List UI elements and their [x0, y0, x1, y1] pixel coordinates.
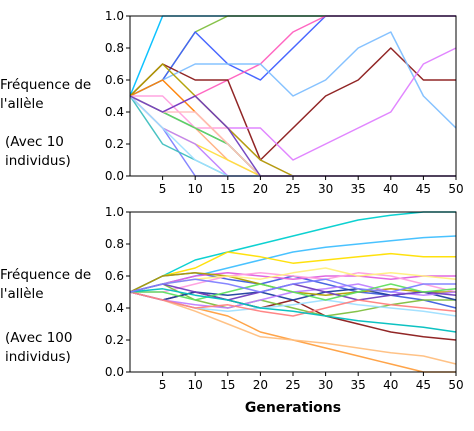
panel-1-x-tick-label-6: 35 — [351, 182, 366, 196]
panel-2-x-axis-title: Generations — [245, 400, 341, 416]
panel-2-y-tick-label-5: 1.0 — [105, 205, 124, 219]
panel-2-series-line-19 — [129, 288, 457, 333]
panel-1-x-tick-label-1: 10 — [188, 182, 203, 196]
panel-2-series-line-18 — [129, 291, 457, 317]
panel-2-x-tick-label-0: 5 — [159, 378, 167, 392]
panel-2-series-line-17 — [130, 283, 457, 301]
panel-2-series-line-20 — [129, 278, 456, 293]
panel-1-y-tick-label-3: 0.6 — [105, 73, 124, 87]
panel-2-series-line-3 — [129, 251, 456, 293]
panel-2-ylabel: Fréquence de l'allèle — [0, 266, 91, 304]
panel-1-x-tick-label-4: 25 — [285, 182, 300, 196]
panel-2-x-tick-label-2: 15 — [220, 378, 235, 392]
panel-2-note-line1: (Avec 100 — [5, 330, 73, 346]
panel-2-x-tick-label-5: 30 — [318, 378, 333, 392]
panel-2-x-tick-label-1: 10 — [188, 378, 203, 392]
panel-2-y-tick-label-0: 0.0 — [105, 365, 124, 379]
panel-1-series-line-7 — [129, 31, 457, 129]
panel-1-x-tick-label-9: 50 — [448, 182, 463, 196]
panel-1-y-tick-label-4: 0.8 — [105, 41, 124, 55]
panel-1-x-tick-label-0: 5 — [159, 182, 167, 196]
panel-2-x-tick-label-6: 35 — [351, 378, 366, 392]
panel-1-y-tick-label-1: 0.2 — [105, 137, 124, 151]
panel-1-series-line-4 — [129, 15, 456, 97]
panel-1-x-tick-label-3: 20 — [253, 182, 268, 196]
panel-2-note: (Avec 100 individus) — [5, 329, 73, 367]
panel-1-x-tick-label-2: 15 — [220, 182, 235, 196]
panel-2-series-line-1 — [129, 211, 456, 293]
panel-2-x-tick-label-3: 20 — [253, 378, 268, 392]
panel-1-y-tick-label-2: 0.4 — [105, 105, 124, 119]
panel-2-y-tick-label-4: 0.8 — [105, 237, 124, 251]
panel-1-x-tick-label-7: 40 — [383, 182, 398, 196]
panel-2-series-line-5 — [129, 291, 457, 365]
panel-2-series-line-9 — [130, 272, 457, 293]
panel-1-y-tick-label-0: 0.0 — [105, 169, 124, 183]
panel-2-note-line2: individus) — [5, 349, 71, 365]
panel-2-x-tick-label-4: 25 — [285, 378, 300, 392]
panel-2-y-tick-label-1: 0.2 — [105, 333, 124, 347]
panel-1-x-tick-label-8: 45 — [416, 182, 431, 196]
panel-2-x-tick-label-7: 40 — [383, 378, 398, 392]
panel-2-y-tick-label-3: 0.6 — [105, 269, 124, 283]
panel-1-series-line-6 — [129, 47, 456, 161]
panel-2-y-tick-label-2: 0.4 — [105, 301, 124, 315]
panel-2-x-tick-label-9: 50 — [448, 378, 463, 392]
panel-1-y-tick-label-5: 1.0 — [105, 9, 124, 23]
panel-1-ylabel: Fréquence de l'allèle — [0, 76, 91, 114]
panel-1-x-tick-label-5: 30 — [318, 182, 333, 196]
panel-1-note-line2: individus) — [5, 153, 71, 169]
panel-2-ylabel-line1: Fréquence de — [0, 267, 92, 283]
panel-1-note: (Avec 10 individus) — [5, 133, 71, 171]
panel-1-note-line1: (Avec 10 — [5, 134, 64, 150]
panel-1-series-line-14 — [129, 95, 456, 177]
panel-1-ylabel-line2: l'allèle — [0, 96, 44, 112]
panel-2-ylabel-line2: l'allèle — [0, 286, 44, 302]
panel-2-x-tick-label-8: 45 — [416, 378, 431, 392]
panel-1-ylabel-line1: Fréquence de — [0, 77, 92, 93]
